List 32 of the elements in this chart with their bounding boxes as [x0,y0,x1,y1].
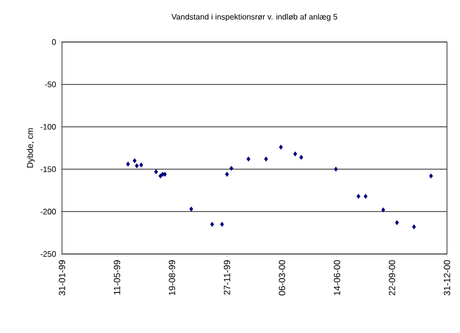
point [210,222,214,227]
point [278,144,283,150]
x-tick-label: 27-11-99 [224,260,230,295]
y-axis-title: Dybde, cm [26,128,35,168]
point [189,206,194,212]
point [429,173,433,178]
point [220,222,224,227]
point [381,207,386,212]
point [229,166,234,171]
point [158,173,162,178]
point [299,154,304,160]
point [412,224,416,230]
x-tick-label: 31-01-99 [58,260,66,296]
point [126,162,130,167]
x-tick-label: 22-09-00 [388,260,396,296]
point [134,163,139,168]
x-tick-label: 19-08-99 [168,260,176,296]
point [364,194,368,199]
x-tick-label: 11-05-99 [114,260,120,294]
point [395,220,399,226]
point [139,162,144,168]
point [225,172,229,177]
point [356,194,360,199]
point [334,166,338,172]
x-tick-label: 06-03-00 [278,260,286,296]
point [246,156,250,162]
point [154,169,158,174]
point [293,151,298,156]
point [264,156,268,162]
x-tick-label: 31-12-00 [444,260,450,296]
point [132,158,137,164]
x-tick-label: 14-06-00 [334,260,340,296]
